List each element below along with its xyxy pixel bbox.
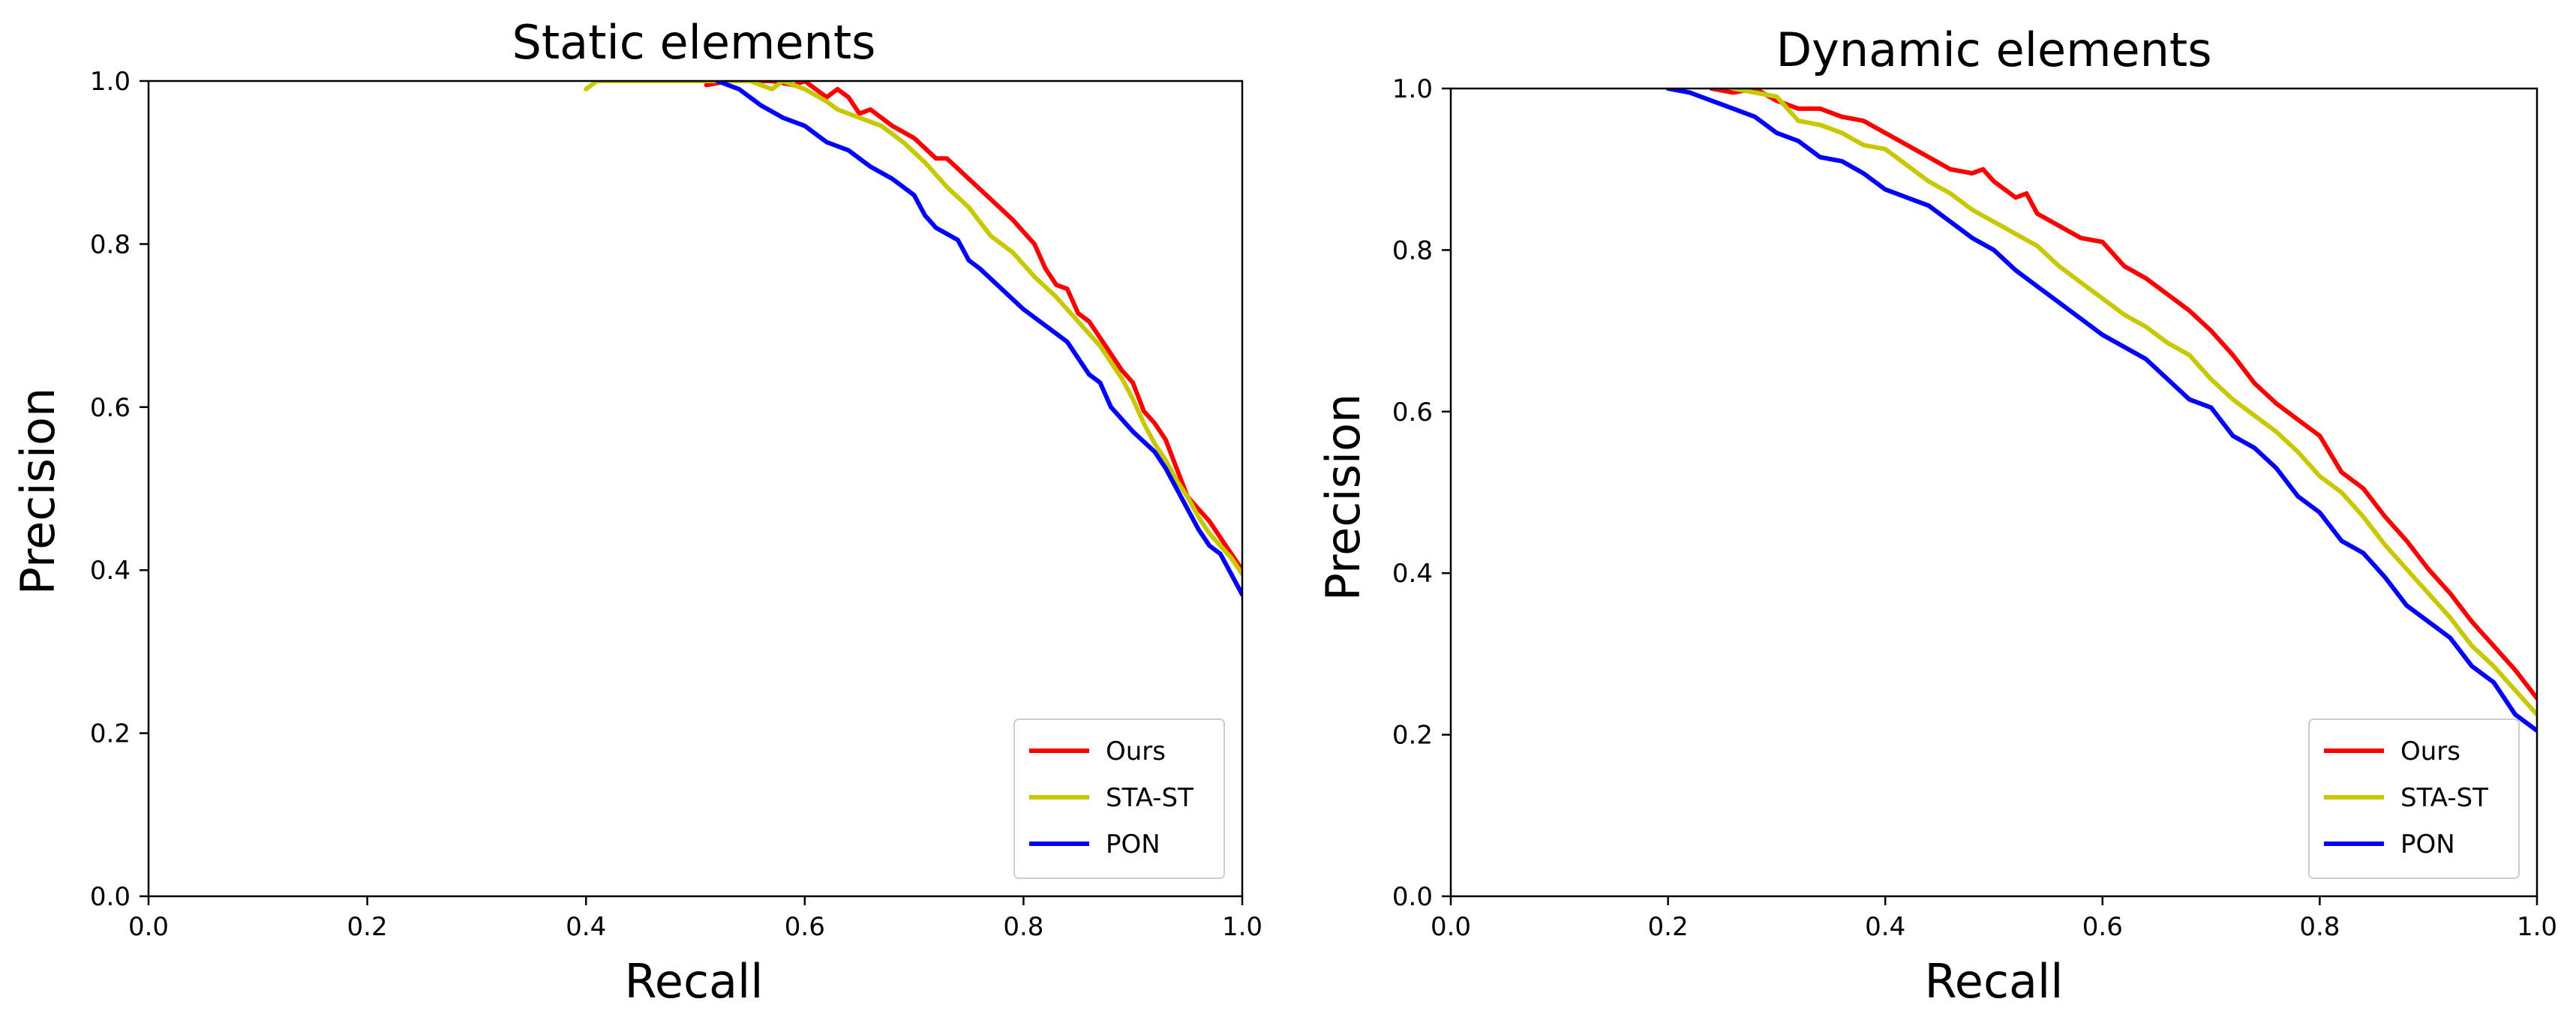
legend-label: Ours — [2400, 736, 2460, 766]
y-tick-label: 0.4 — [90, 556, 131, 586]
legend-box — [2308, 718, 2520, 879]
legend: Ours STA-ST PON — [2308, 718, 2520, 879]
chart-title: Static elements — [512, 15, 876, 70]
chart-title: Dynamic elements — [1776, 22, 2211, 77]
x-tick-label: 0.2 — [1648, 912, 1689, 942]
y-tick-label: 0.6 — [1392, 398, 1433, 428]
legend-box — [1013, 718, 1225, 879]
x-axis-title: Recall — [625, 954, 764, 1009]
y-tick-label: 0.8 — [90, 230, 131, 260]
x-tick-label: 0.4 — [1865, 912, 1905, 942]
y-tick-label: 1.0 — [90, 67, 131, 97]
x-tick-label: 0.0 — [1431, 912, 1471, 942]
legend-label: PON — [2400, 830, 2455, 860]
series-line-pon — [1665, 88, 2537, 734]
y-tick-label: 0.8 — [1392, 236, 1433, 266]
series-line-ours — [1709, 88, 2537, 701]
series-group — [584, 81, 1242, 597]
plot-frame — [147, 80, 1244, 898]
x-tick-label: 0.8 — [2299, 912, 2340, 942]
x-tick-label: 0.6 — [2082, 912, 2123, 942]
y-axis-title: Precision — [1316, 394, 1371, 602]
x-axis-title: Recall — [1925, 954, 2064, 1009]
legend-label: PON — [1106, 830, 1160, 860]
y-tick-label: 0.0 — [1392, 882, 1433, 912]
legend: Ours STA-ST PON — [1013, 718, 1225, 879]
x-tick-label: 0.4 — [566, 912, 606, 942]
series-group — [1665, 88, 2537, 734]
x-tick-label: 0.8 — [1003, 912, 1043, 942]
legend-label: STA-ST — [1106, 783, 1193, 813]
series-line-ours — [704, 81, 1242, 573]
chart-static-elements: Static elements Recall Precision 0.0 0.2 0… — [11, 15, 1262, 1009]
x-tick-label: 1.0 — [1222, 912, 1262, 942]
series-line-sta-st — [1731, 88, 2537, 717]
x-tick-label: 0.0 — [128, 912, 169, 942]
series-line-sta-st — [584, 81, 1242, 577]
chart-dynamic-elements: Dynamic elements Recall Precision 0.0 0.2… — [1316, 22, 2557, 1009]
y-tick-label: 0.6 — [90, 393, 131, 423]
series-line-pon — [715, 81, 1242, 597]
x-tick-label: 0.6 — [785, 912, 825, 942]
x-tick-label: 0.2 — [347, 912, 388, 942]
plot-frame — [1449, 87, 2538, 898]
y-axis-title: Precision — [11, 388, 65, 596]
y-tick-label: 0.4 — [1392, 559, 1433, 589]
y-tick-label: 0.2 — [1392, 721, 1433, 751]
y-tick-label: 0.0 — [90, 882, 131, 912]
legend-label: Ours — [1106, 736, 1166, 766]
legend-label: STA-ST — [2400, 783, 2488, 813]
x-tick-label: 1.0 — [2517, 912, 2557, 942]
y-tick-label: 0.2 — [90, 719, 131, 749]
y-tick-label: 1.0 — [1392, 74, 1433, 104]
